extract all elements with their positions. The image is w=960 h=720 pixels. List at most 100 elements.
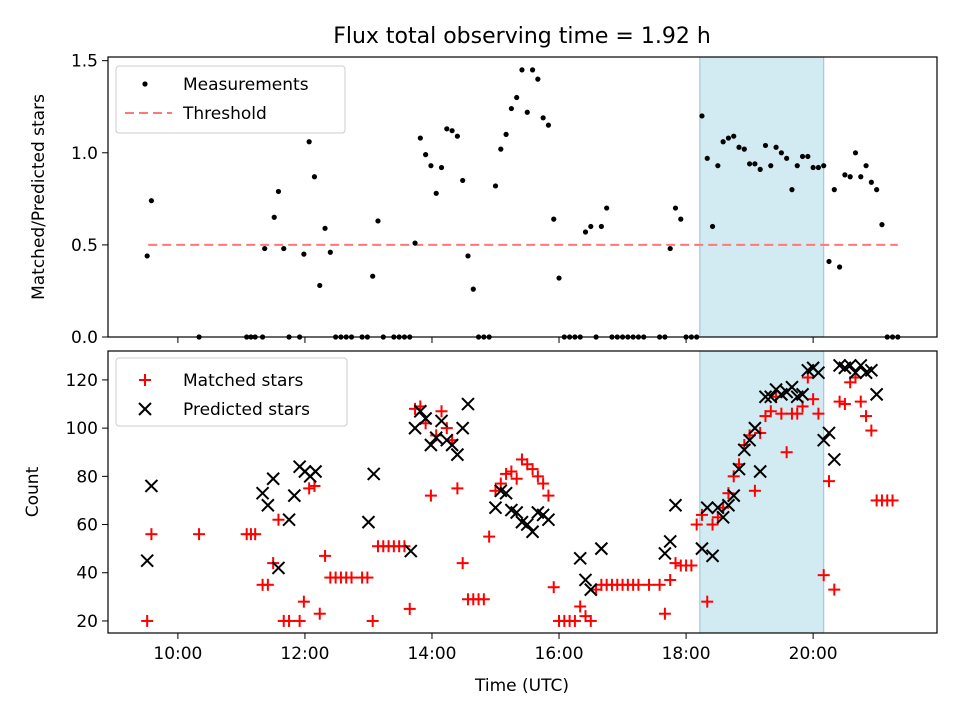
measurement-point (148, 198, 155, 204)
matched-stars-point (568, 614, 581, 627)
measurement-point (709, 223, 716, 230)
measurement-point (503, 131, 509, 137)
matched-stars-point (500, 467, 513, 480)
matched-stars-point (664, 573, 677, 586)
matched-stars-point (860, 410, 873, 423)
predicted-stars-point (541, 513, 556, 527)
predicted-stars-point (578, 573, 593, 587)
matched-stars-point (658, 607, 671, 620)
measurement-point (465, 253, 471, 259)
top-y-axis-label: Matched/Predicted stars (29, 94, 49, 300)
bottom-legend: Matched stars Predicted stars (115, 357, 348, 427)
measurement-point (747, 161, 753, 167)
predicted-stars-point (795, 387, 810, 402)
matched-stars-point (249, 528, 262, 541)
measurement-point (317, 282, 323, 289)
measurement-point (412, 240, 418, 246)
x-tick-label: 14:00 (407, 644, 456, 664)
measurement-point (492, 183, 499, 189)
predicted-stars-point (404, 544, 418, 558)
measurement-point (672, 205, 679, 211)
measurement-point (778, 150, 784, 156)
measurement-point (752, 161, 758, 167)
predicted-stars-point (255, 486, 270, 500)
matched-stars-point (435, 405, 448, 418)
predicted-stars-point (732, 462, 746, 476)
matched-stars-point (780, 446, 793, 459)
measurement-point (514, 94, 520, 101)
matched-stars-point (293, 614, 306, 627)
bottom-y-axis-label: Count (23, 466, 43, 517)
measurement-point (423, 152, 429, 158)
matched-stars-point (303, 482, 316, 495)
measurement-point (715, 163, 721, 169)
legend-label-matched-stars: Matched stars (183, 371, 303, 391)
y-tick-label: 40 (76, 564, 98, 584)
top-legend-box (115, 65, 346, 134)
predicted-stars-point (499, 486, 513, 500)
predicted-stars-point (817, 433, 831, 447)
measurement-point (551, 216, 557, 222)
matched-stars-point (547, 581, 560, 594)
bottom-x-axis-label: Time (UTC) (474, 676, 569, 696)
matched-stars-point (403, 602, 416, 615)
bottom-legend-box (115, 357, 348, 427)
measurement-point (375, 218, 381, 224)
measurement-point (858, 174, 864, 180)
measurement-point (535, 76, 541, 82)
measurement-point (799, 153, 806, 160)
y-tick-label: 120 (66, 371, 98, 391)
predicted-stars-point (287, 488, 302, 503)
measurement-point (784, 155, 790, 161)
matched-stars-point (833, 395, 846, 408)
predicted-stars-point (418, 411, 433, 426)
predicted-stars-point (455, 421, 470, 435)
y-tick-label: 60 (76, 516, 98, 536)
matched-stars-point (775, 407, 788, 420)
matched-stars-point (542, 489, 555, 502)
matched-stars-point (791, 407, 804, 420)
matched-stars-point (510, 472, 523, 485)
predicted-stars-point (711, 500, 725, 515)
predicted-stars-point (658, 546, 672, 561)
y-tick-label: 0.0 (71, 328, 98, 348)
measurement-point (836, 264, 843, 270)
measurement-point (794, 163, 800, 169)
measurement-point (852, 150, 859, 156)
matched-stars-point (537, 477, 550, 490)
measurement-point (417, 135, 423, 141)
measurement-point (301, 251, 307, 257)
observing-window-shade (699, 350, 825, 634)
measurement-point (863, 163, 869, 169)
predicted-stars-point (413, 404, 428, 418)
matched-stars-point (366, 614, 379, 627)
predicted-stars-point (843, 358, 857, 373)
y-tick-label: 80 (76, 467, 98, 487)
measurement-point (731, 133, 737, 139)
bottom-plot-frame (107, 350, 938, 634)
matched-stars-point (823, 475, 836, 488)
measurement-point (327, 249, 333, 255)
matched-stars-point (505, 465, 518, 478)
predicted-stars-point (827, 452, 842, 467)
predicted-stars-point (282, 513, 296, 527)
measurement-point (826, 258, 832, 265)
matched-stars-point (313, 607, 326, 620)
predicted-stars-point (668, 498, 683, 512)
measurement-point (271, 214, 277, 220)
top-x-axis (177, 337, 814, 343)
matched-stars-point (361, 571, 374, 584)
matched-stars-point (477, 593, 490, 606)
predicted-stars-point (758, 390, 773, 404)
predicted-stars-point (700, 500, 714, 515)
matched-stars-point (812, 407, 825, 420)
predicted-stars-point (361, 515, 376, 529)
measurement-point (460, 177, 466, 184)
predicted-stars-point (721, 498, 736, 512)
predicted-stars-point (785, 380, 799, 394)
predicted-stars-point (748, 421, 762, 435)
matched-stars-point (685, 559, 698, 572)
predicted-stars-point (869, 387, 884, 402)
measurement-point (768, 163, 774, 169)
